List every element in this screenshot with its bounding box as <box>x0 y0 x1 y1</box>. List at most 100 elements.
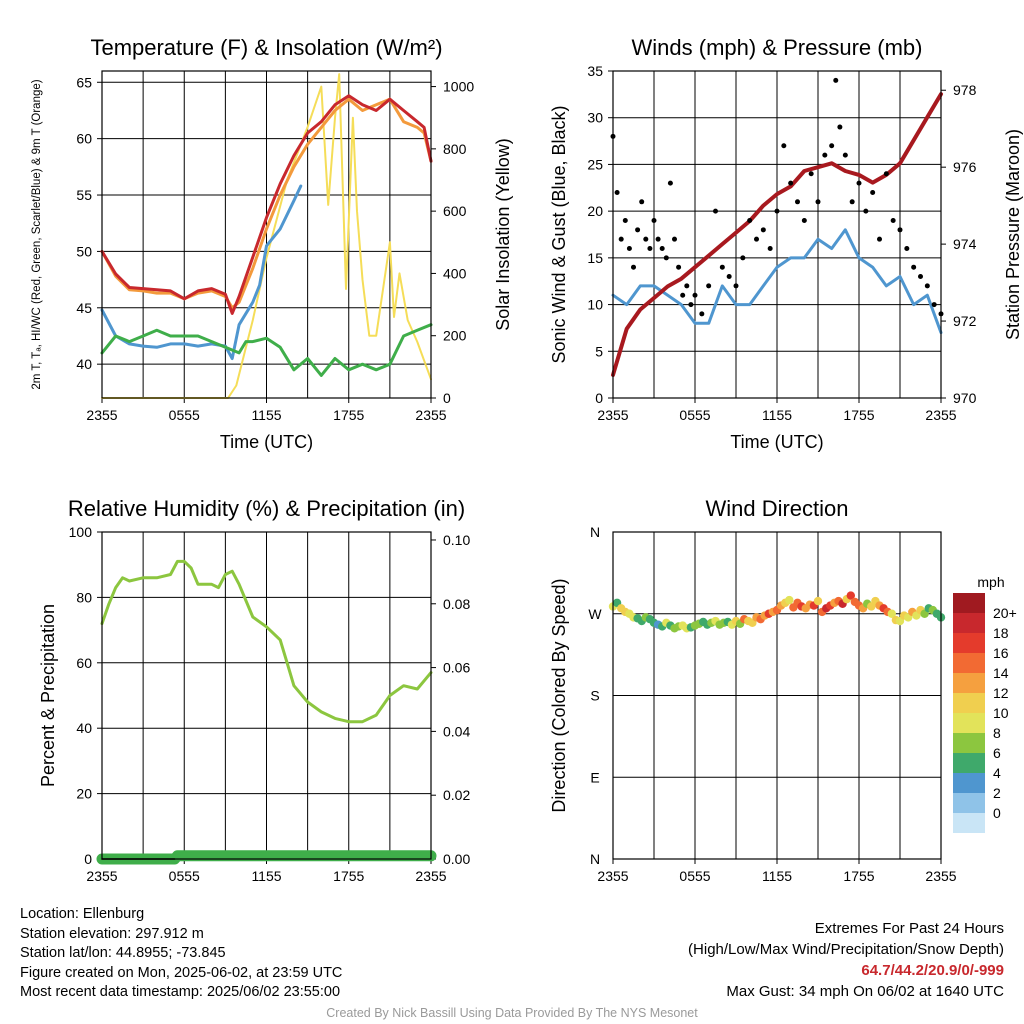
gust-point <box>676 264 682 270</box>
gust-point <box>837 124 843 130</box>
x-axis-label: Time (UTC) <box>730 432 823 452</box>
gust-point <box>706 283 712 289</box>
gust-point <box>692 292 698 298</box>
y-tick-label: 40 <box>76 720 92 736</box>
y-axis-label: Direction (Colored By Speed) <box>549 578 569 812</box>
x-tick-label: 2355 <box>415 868 446 884</box>
gust-point <box>829 143 835 149</box>
y-tick-label: 10 <box>587 297 603 313</box>
gust-point <box>760 227 766 233</box>
gust-point <box>680 292 686 298</box>
legend-title: mph <box>977 574 1004 590</box>
y-tick-label: 80 <box>76 589 92 605</box>
gust-point <box>754 236 759 242</box>
legend-swatch <box>953 793 985 813</box>
y2-tick-label: 0.02 <box>443 787 470 803</box>
y-tick-label: 50 <box>76 243 92 259</box>
x-tick-label: 1755 <box>333 868 364 884</box>
x-tick-label: 0555 <box>169 868 200 884</box>
y-axis-label: Sonic Wind & Gust (Blue, Black) <box>549 105 569 363</box>
dir-panel: Wind Direction 2355 0555 1155 1755 2355 Direct… <box>549 496 1017 884</box>
series-line-yellow <box>101 73 432 399</box>
series-line-red <box>100 94 433 315</box>
y-tick-label: N <box>590 524 600 540</box>
direction-point <box>846 591 855 600</box>
temp-plot-border <box>101 70 432 399</box>
legend-swatch <box>953 613 985 633</box>
y-tick-label: 40 <box>76 356 92 372</box>
x-tick-label: 2355 <box>597 868 628 884</box>
y2-tick-label: 600 <box>443 203 467 219</box>
x-tick-label: 2355 <box>86 868 117 884</box>
x-tick-label: 1155 <box>251 868 281 884</box>
y-tick-label: 65 <box>76 74 92 90</box>
x-tick-label: 0555 <box>679 407 710 423</box>
x-tick-label: 1755 <box>843 407 874 423</box>
gust-point <box>774 208 780 214</box>
legend-label: 12 <box>993 685 1009 701</box>
gust-point <box>626 246 632 252</box>
extremes-values: 64.7/44.2/20.9/0/-999 <box>861 962 1004 979</box>
y2-tick-label: 1000 <box>443 79 474 95</box>
speed-legend: mph 20+ 18 16 14 12 10 8 6 4 2 0 <box>953 574 1017 833</box>
y2-tick-label: 978 <box>953 82 977 98</box>
legend-swatch <box>953 753 985 773</box>
y-tick-label: 35 <box>587 63 603 79</box>
gust-point <box>931 302 937 308</box>
gust-point <box>647 246 653 252</box>
station-latlon: Station lat/lon: 44.8955; -73.845 <box>20 945 226 961</box>
gust-point <box>639 199 645 205</box>
gust-point <box>918 274 923 280</box>
x-tick-label: 1755 <box>333 407 364 423</box>
gust-point <box>863 208 869 214</box>
gust-point <box>883 171 889 177</box>
gust-point <box>781 143 787 149</box>
legend-swatch <box>953 713 985 733</box>
y2-tick-label: 800 <box>443 141 467 157</box>
gust-point <box>733 283 739 289</box>
x-tick-label: 2355 <box>597 407 628 423</box>
gust-point <box>801 217 807 223</box>
x-tick-label: 2355 <box>925 407 956 423</box>
y2-axis-label: Station Pressure (Maroon) <box>1003 129 1023 340</box>
legend-swatch <box>953 673 985 693</box>
legend-swatch <box>953 773 985 793</box>
chart-title: Relative Humidity (%) & Precipitation (i… <box>68 496 465 521</box>
legend-label: 8 <box>993 725 1001 741</box>
legend-label: 14 <box>993 665 1009 681</box>
gust-point <box>924 283 930 289</box>
series-line-blue <box>611 228 943 335</box>
recent-timestamp: Most recent data timestamp: 2025/06/02 2… <box>20 984 341 1000</box>
direction-point <box>813 596 823 606</box>
gust-point <box>890 217 896 223</box>
gust-point <box>614 189 620 195</box>
y2-tick-label: 970 <box>953 390 977 406</box>
gust-point <box>726 274 732 280</box>
chart-canvas: Temperature (F) & Insolation (W/m²)2355 0… <box>31 35 1023 884</box>
x-tick-label: 2355 <box>415 407 446 423</box>
gust-point <box>684 283 690 289</box>
dir-plot-border <box>612 531 942 860</box>
y2-tick-label: 976 <box>953 159 977 175</box>
gust-point <box>767 246 773 252</box>
gust-point <box>788 180 794 186</box>
y2-tick-label: 972 <box>953 313 977 329</box>
y-axis-label: Percent & Precipitation <box>38 604 58 787</box>
gust-point <box>635 227 641 233</box>
gust-point <box>618 236 624 242</box>
gust-point <box>688 302 694 308</box>
gust-point <box>667 180 673 186</box>
legend-label: 2 <box>993 785 1001 801</box>
y-tick-label: N <box>590 851 600 867</box>
gust-point <box>842 152 848 158</box>
legend-swatch <box>953 693 985 713</box>
gust-point <box>643 236 649 242</box>
series-line-blue <box>100 184 303 360</box>
gust-point <box>659 246 665 252</box>
gust-point <box>663 255 669 261</box>
x-axis-label: Time (UTC) <box>220 432 313 452</box>
credit-line: Created By Nick Bassill Using Data Provi… <box>326 1006 698 1020</box>
station-location: Location: Ellenburg <box>20 906 145 922</box>
y2-axis-label: Solar Insolation (Yellow) <box>493 138 513 330</box>
x-tick-label: 0555 <box>169 407 200 423</box>
